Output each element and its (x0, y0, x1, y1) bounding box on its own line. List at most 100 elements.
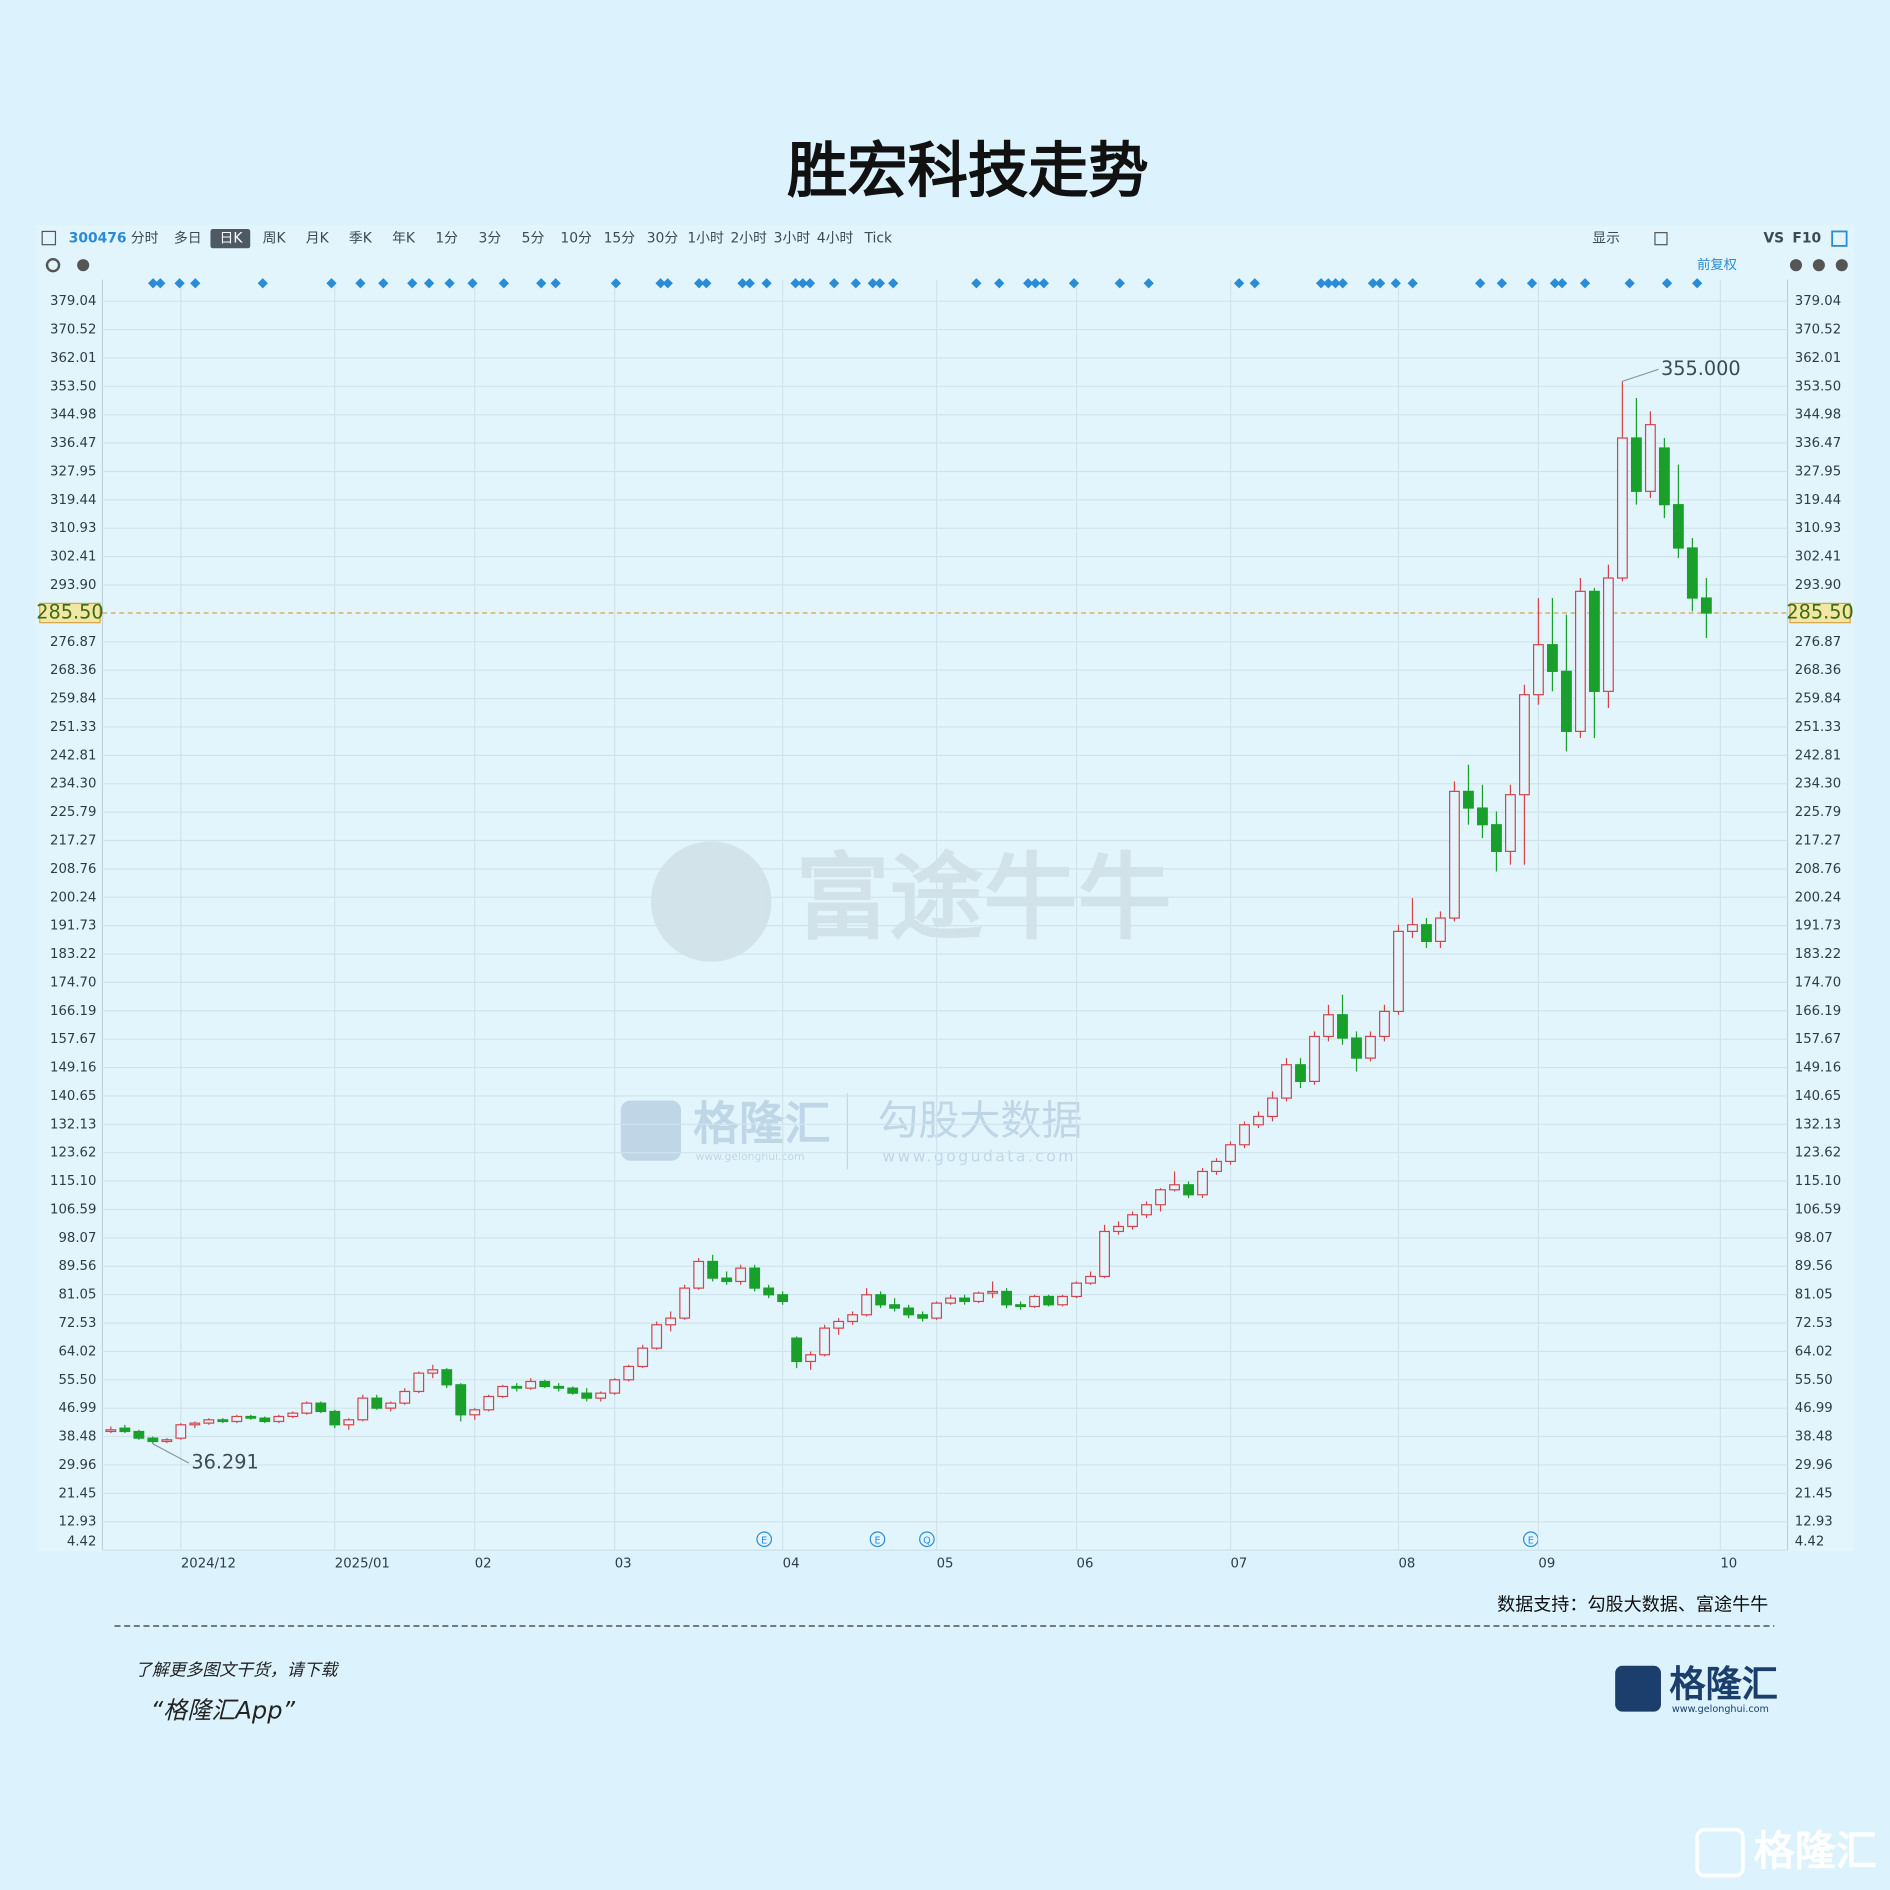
period-button[interactable]: 日K (219, 231, 243, 247)
y2-tick-label: 302.41 (1795, 550, 1841, 565)
candle-body (217, 1419, 229, 1423)
candle-body (1029, 1295, 1040, 1308)
sidebar-icon[interactable] (41, 230, 57, 246)
event-icon[interactable] (756, 1531, 773, 1548)
adjust-menu[interactable]: 前复权 (1697, 256, 1737, 273)
y2-tick-label: 200.24 (1795, 890, 1841, 905)
period-button[interactable]: 月K (306, 231, 330, 247)
candle-body (805, 1354, 817, 1363)
vs-button[interactable]: VS (1763, 231, 1784, 247)
y2-tick-label: 310.93 (1795, 521, 1841, 536)
candle-body (777, 1294, 789, 1303)
candle-body (1001, 1290, 1013, 1306)
box-icon[interactable] (1654, 232, 1668, 246)
candle-body (1099, 1230, 1110, 1278)
candle-body (1421, 924, 1432, 943)
period-button[interactable]: 1小时 (687, 231, 724, 247)
y2-tick-label: 251.33 (1795, 720, 1841, 735)
info-icon[interactable] (77, 259, 90, 272)
y2-tick-label: 64.02 (1795, 1344, 1833, 1359)
period-button[interactable]: 年K (392, 231, 416, 247)
period-button[interactable]: 4小时 (817, 231, 854, 247)
candle-body (1435, 917, 1446, 943)
y-tick-label: 12.93 (58, 1515, 96, 1530)
signal-marker (467, 278, 478, 289)
y2-tick-label: 336.47 (1795, 436, 1841, 451)
y-tick-label: 166.19 (50, 1004, 96, 1019)
watermark-logo (650, 841, 772, 962)
y2-tick-label: 4.42 (1795, 1535, 1825, 1550)
zoom-out2[interactable] (1812, 259, 1825, 272)
y2-tick-label: 72.53 (1795, 1316, 1833, 1331)
candle-body (735, 1267, 747, 1283)
y-tick-label: 174.70 (50, 975, 96, 990)
y2-tick-label: 293.90 (1795, 578, 1841, 593)
candle-body (861, 1294, 873, 1316)
y-tick-label: 251.33 (50, 720, 96, 735)
zoom-in[interactable] (1835, 259, 1848, 272)
x-tick-label: 10 (1720, 1556, 1737, 1571)
y2-tick-label: 259.84 (1795, 692, 1841, 707)
candle-body (679, 1287, 691, 1319)
period-button[interactable]: 10分 (560, 231, 592, 247)
y2-tick-label: 12.93 (1795, 1515, 1833, 1530)
y2-tick-label: 46.99 (1795, 1401, 1833, 1416)
period-button[interactable]: 分时 (131, 231, 159, 247)
period-button[interactable]: 1分 (435, 231, 458, 247)
y2-tick-label: 81.05 (1795, 1288, 1833, 1303)
y-tick-label: 98.07 (58, 1231, 96, 1246)
y2-tick-label: 21.45 (1795, 1486, 1833, 1501)
y-tick-label: 4.42 (67, 1535, 97, 1550)
event-label: Q (923, 1535, 931, 1546)
y2-tick-label: 183.22 (1795, 947, 1841, 962)
candle-body (1546, 644, 1558, 672)
y-tick-label: 149.16 (50, 1061, 96, 1076)
period-button[interactable]: 5分 (522, 231, 545, 247)
period-button[interactable]: 3分 (479, 231, 502, 247)
event-label: E (1528, 1535, 1534, 1546)
candle-body (413, 1372, 425, 1393)
event-icon[interactable] (919, 1531, 935, 1548)
y2-tick-label: 166.19 (1795, 1004, 1841, 1019)
price-tag-bg (39, 602, 101, 624)
period-button[interactable]: 30分 (647, 231, 679, 247)
display-menu[interactable]: 显示 (1592, 231, 1620, 247)
x-tick-label: 08 (1398, 1556, 1415, 1571)
candle-body (1630, 437, 1642, 492)
y2-tick-label: 89.56 (1795, 1259, 1833, 1274)
candle-body (1337, 1014, 1348, 1039)
f10-button[interactable]: F10 (1792, 231, 1821, 247)
watermark-text: 勾股大数据 (878, 1096, 1083, 1144)
candle-body (175, 1424, 187, 1439)
period-button[interactable]: 季K (349, 231, 373, 247)
candle-body (1043, 1295, 1054, 1306)
candle-body (1532, 644, 1544, 696)
event-icon[interactable] (869, 1531, 886, 1548)
settings-icon[interactable] (45, 257, 61, 273)
period-button[interactable]: 3小时 (774, 231, 811, 247)
candle-body (1197, 1170, 1208, 1196)
signal-marker (423, 278, 435, 289)
y-tick-label: 183.22 (50, 947, 96, 962)
candle-body (1211, 1160, 1222, 1173)
candle-body (1616, 437, 1628, 579)
candle-body (1127, 1214, 1138, 1228)
period-button[interactable]: Tick (863, 231, 892, 247)
event-label: E (761, 1535, 767, 1546)
y2-tick-label: 370.52 (1795, 323, 1841, 338)
candle-body (903, 1307, 915, 1316)
candle-body (973, 1292, 985, 1303)
period-button[interactable]: 周K (263, 231, 287, 247)
panel-icon[interactable] (1831, 230, 1848, 247)
price-tag: 285.50 (36, 601, 103, 624)
period-button[interactable]: 多日 (174, 230, 202, 247)
zoom-out[interactable] (1789, 259, 1803, 272)
x-tick-label: 05 (937, 1556, 954, 1571)
y-tick-label: 191.73 (50, 919, 96, 934)
period-button[interactable]: 15分 (604, 231, 636, 247)
y-tick-label: 157.67 (50, 1032, 96, 1047)
candle-body (1560, 670, 1572, 732)
y-tick-label: 344.98 (50, 408, 96, 423)
period-button[interactable]: 2小时 (730, 231, 767, 247)
candle-body (1602, 577, 1614, 692)
